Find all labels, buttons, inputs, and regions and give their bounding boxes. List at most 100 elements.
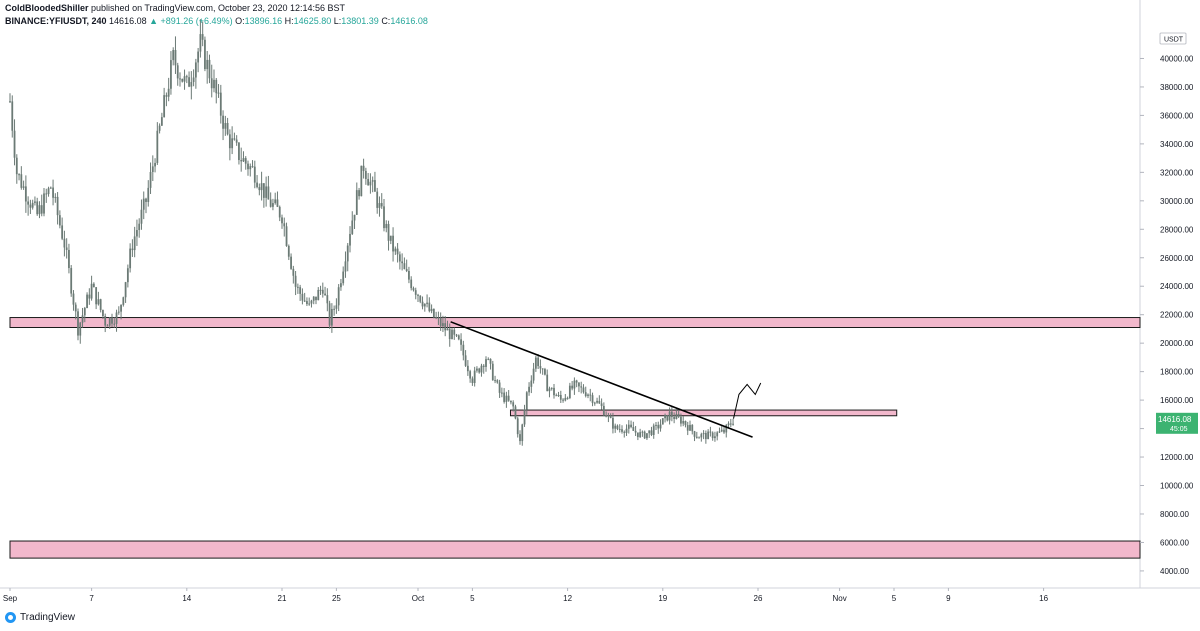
y-tick-label: 6000.00 — [1160, 538, 1189, 547]
y-tick-label: 34000.00 — [1160, 140, 1194, 149]
candle-body — [124, 282, 127, 298]
y-tick-label: 4000.00 — [1160, 567, 1189, 576]
candle-body — [374, 180, 376, 192]
lower-support-zone[interactable] — [9, 540, 1141, 559]
published-text: published on TradingView.com, October 23… — [91, 3, 346, 13]
tradingview-logo[interactable]: TradingView — [5, 612, 75, 623]
candle-body — [29, 204, 32, 208]
candle-body — [500, 392, 503, 394]
plot-area — [5, 30, 1140, 588]
candle-body — [192, 77, 195, 83]
tradingview-logo-icon — [5, 612, 16, 623]
candle-body — [457, 335, 460, 340]
candle-body — [142, 198, 145, 210]
candle-body — [496, 380, 499, 383]
descending-trendline[interactable] — [450, 321, 753, 438]
candle-body — [287, 245, 290, 257]
candle-body — [573, 380, 576, 389]
candle-body — [102, 310, 104, 317]
candle-body — [364, 170, 367, 179]
candle-body — [253, 166, 256, 183]
candle-body — [723, 429, 725, 433]
candle-body — [133, 236, 136, 251]
y-tick-label: 26000.00 — [1160, 254, 1194, 263]
candle-body — [63, 238, 66, 248]
candle-body — [516, 418, 519, 435]
candle-body — [31, 202, 34, 208]
x-tick-label: Nov — [832, 594, 846, 603]
candle-body — [525, 392, 528, 410]
candle-body — [185, 76, 188, 78]
close-label: C: — [381, 16, 391, 26]
author-name[interactable]: ColdBloodedShiller — [5, 3, 89, 13]
candle-body — [215, 79, 218, 94]
candle-body — [643, 431, 646, 439]
candle-body — [95, 287, 98, 305]
candle-body — [140, 209, 143, 224]
candle-body — [421, 301, 424, 307]
candle-body — [233, 138, 236, 140]
candle-body — [437, 317, 440, 319]
candle-body — [430, 308, 433, 312]
symbol-label[interactable]: BINANCE:YFIUSDT, 240 — [5, 16, 107, 26]
price-change: ▲ +891.26 (+6.49%) — [149, 16, 233, 26]
candle-body — [670, 411, 673, 417]
candle-body — [206, 59, 209, 70]
projection-path[interactable] — [733, 382, 762, 419]
candle-body — [698, 437, 700, 439]
candle-body — [618, 428, 621, 430]
candle-body — [700, 434, 703, 438]
candle-body — [711, 432, 714, 439]
high-label: H: — [284, 16, 294, 26]
candle-body — [131, 248, 134, 251]
candle-body — [632, 427, 635, 431]
candle-body — [260, 183, 263, 191]
x-tick-label: Oct — [412, 594, 425, 603]
candle-body — [716, 432, 719, 437]
candle-body — [15, 157, 18, 175]
low-value: 13801.39 — [341, 16, 379, 26]
candle-body — [553, 387, 555, 396]
candle-body — [598, 400, 601, 404]
candle-body — [367, 178, 370, 186]
candle-body — [403, 263, 406, 270]
candle-body — [346, 245, 349, 262]
candle-body — [340, 283, 342, 288]
candle-body — [664, 414, 666, 419]
candle-body — [290, 256, 292, 269]
candle-body — [394, 248, 397, 252]
candle-body — [54, 196, 57, 198]
candle-body — [303, 300, 306, 302]
candle-body — [258, 187, 261, 191]
candle-body — [609, 415, 612, 418]
candle-body — [111, 317, 113, 324]
candle-body — [555, 395, 558, 397]
y-tick-label: 36000.00 — [1160, 111, 1194, 120]
candle-body — [145, 198, 147, 202]
candle-body — [183, 76, 186, 82]
candle-body — [389, 235, 392, 241]
candle-body — [600, 403, 603, 406]
middle-resistance-zone[interactable] — [509, 409, 898, 417]
candle-body — [523, 409, 526, 425]
candle-body — [97, 299, 100, 305]
y-tick-label: 8000.00 — [1160, 510, 1189, 519]
candle-body — [661, 418, 664, 425]
y-tick-label: 32000.00 — [1160, 168, 1194, 177]
candle-body — [217, 92, 220, 94]
candle-body — [423, 303, 426, 307]
candle-body — [328, 303, 331, 326]
upper-support-zone[interactable] — [9, 317, 1141, 329]
currency-label: USDT — [1164, 37, 1184, 44]
candle-body — [219, 92, 222, 116]
chart-header: ColdBloodedShiller published on TradingV… — [0, 0, 1200, 30]
candle-body — [480, 365, 483, 373]
candle-body — [695, 436, 698, 438]
candle-body — [213, 79, 215, 89]
candle-body — [265, 186, 268, 198]
candle-body — [342, 271, 345, 284]
close-value: 14616.08 — [390, 16, 428, 26]
candle-body — [296, 286, 299, 288]
y-tick-label: 30000.00 — [1160, 197, 1194, 206]
